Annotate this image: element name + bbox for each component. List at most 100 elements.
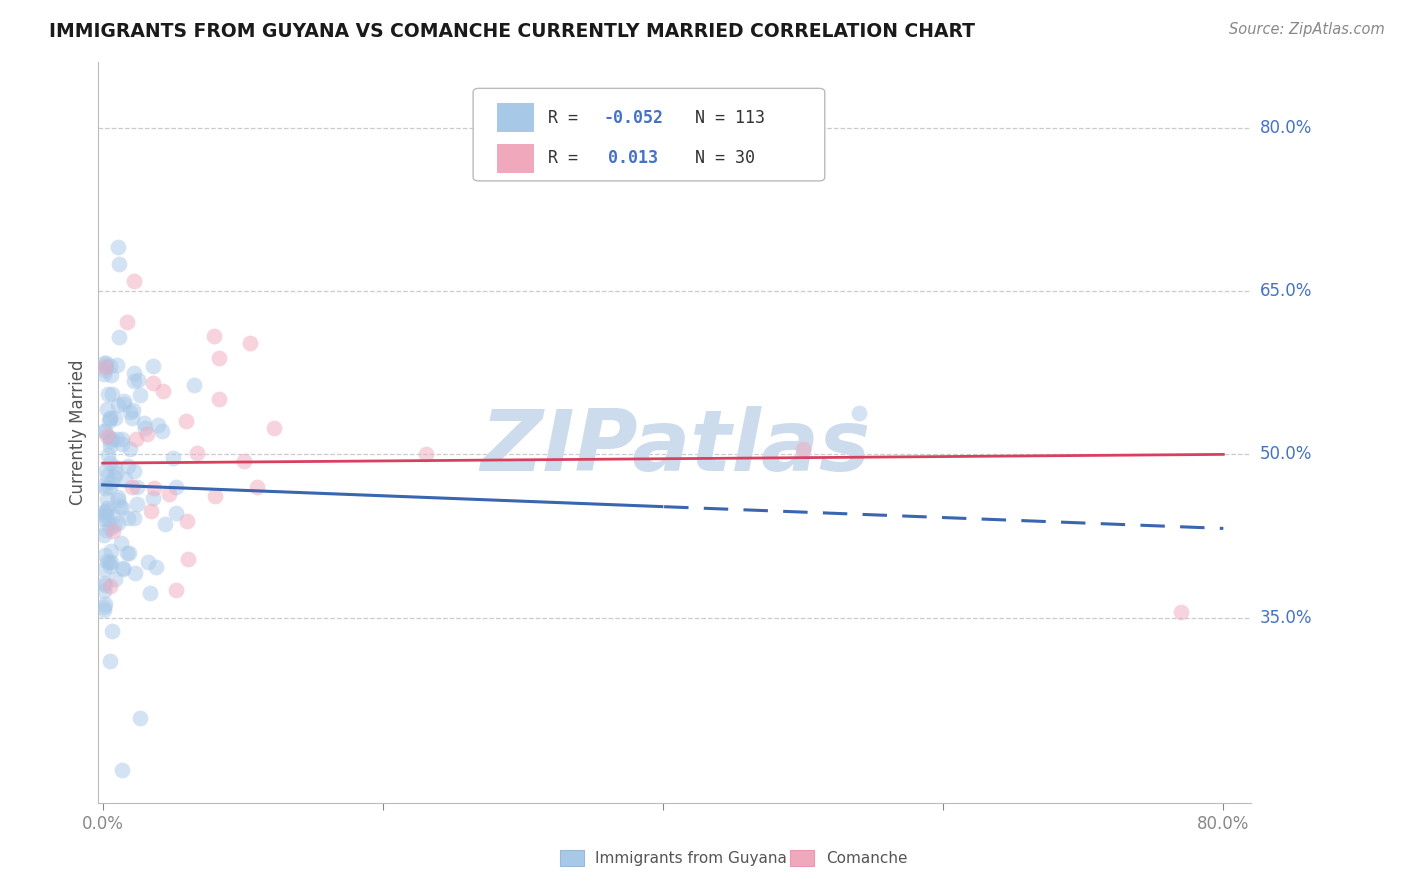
Point — [174, 413, 197, 427]
Point — [96, 523, 118, 537]
Point — [111, 432, 134, 446]
Point — [107, 492, 129, 507]
Point — [121, 402, 143, 417]
Point — [122, 274, 145, 288]
Point — [115, 546, 138, 560]
Point — [100, 543, 122, 558]
Point — [139, 586, 162, 600]
Point — [96, 512, 118, 526]
Point — [98, 434, 121, 449]
Point — [152, 384, 174, 398]
Text: N = 113: N = 113 — [675, 109, 765, 127]
Point — [94, 362, 117, 376]
Point — [93, 424, 115, 438]
Point — [792, 442, 814, 456]
Point — [142, 376, 165, 390]
Point — [127, 480, 149, 494]
Point — [415, 448, 437, 462]
Point — [96, 492, 118, 507]
Point — [122, 366, 145, 380]
Point — [94, 506, 117, 520]
Point — [93, 603, 115, 617]
Point — [98, 430, 121, 444]
Point — [110, 536, 132, 550]
Point — [105, 358, 128, 372]
Point — [96, 359, 118, 373]
Point — [103, 524, 125, 538]
Point — [101, 509, 124, 524]
Point — [118, 546, 141, 560]
Text: Comanche: Comanche — [825, 851, 907, 866]
Point — [127, 373, 149, 387]
Point — [98, 359, 121, 374]
Point — [1170, 605, 1192, 619]
Point — [112, 397, 135, 411]
Point — [93, 600, 115, 615]
Point — [98, 480, 121, 494]
Point — [97, 448, 120, 462]
Point — [98, 456, 121, 470]
Point — [107, 491, 129, 505]
Point — [108, 330, 131, 344]
Point — [100, 411, 122, 425]
Point — [97, 414, 120, 428]
Point — [129, 710, 152, 724]
Point — [100, 555, 122, 569]
Point — [120, 442, 142, 456]
Point — [105, 466, 128, 480]
Point — [239, 336, 262, 351]
Point — [93, 583, 115, 598]
Point — [208, 392, 231, 406]
Point — [176, 552, 198, 566]
Point — [94, 548, 117, 562]
Point — [134, 416, 156, 430]
Text: IMMIGRANTS FROM GUYANA VS COMANCHE CURRENTLY MARRIED CORRELATION CHART: IMMIGRANTS FROM GUYANA VS COMANCHE CURRE… — [49, 22, 976, 41]
Point — [128, 388, 150, 402]
Point — [103, 459, 125, 474]
Text: 0.013: 0.013 — [607, 150, 658, 168]
Text: R =: R = — [548, 150, 598, 168]
Point — [122, 374, 145, 388]
Point — [105, 432, 128, 446]
FancyBboxPatch shape — [498, 103, 534, 133]
Point — [100, 521, 122, 535]
Text: 50.0%: 50.0% — [1260, 445, 1312, 464]
Point — [93, 508, 115, 522]
Point — [94, 578, 117, 592]
Point — [96, 463, 118, 477]
Point — [114, 472, 136, 486]
Point — [104, 572, 127, 586]
FancyBboxPatch shape — [472, 88, 825, 181]
Text: 80.0%: 80.0% — [1260, 119, 1312, 136]
Point — [153, 516, 176, 531]
Point — [115, 315, 138, 329]
Point — [186, 445, 208, 459]
Point — [233, 454, 256, 468]
Point — [120, 405, 142, 419]
Point — [124, 566, 146, 580]
Point — [100, 475, 122, 489]
Point — [93, 512, 115, 526]
Point — [97, 555, 120, 569]
Point — [107, 516, 129, 530]
Point — [183, 377, 205, 392]
Y-axis label: Currently Married: Currently Married — [69, 359, 87, 506]
Point — [176, 514, 198, 528]
Point — [112, 562, 135, 576]
Point — [134, 421, 156, 435]
Text: Immigrants from Guyana: Immigrants from Guyana — [595, 851, 787, 866]
Point — [101, 624, 124, 638]
Point — [93, 505, 115, 519]
Point — [98, 439, 121, 453]
Point — [98, 579, 121, 593]
Point — [96, 469, 118, 483]
Point — [124, 432, 146, 446]
Point — [93, 576, 115, 591]
Point — [165, 582, 187, 597]
Point — [112, 393, 135, 408]
Point — [107, 398, 129, 412]
FancyBboxPatch shape — [790, 850, 814, 866]
Point — [165, 480, 187, 494]
Point — [93, 477, 115, 491]
Text: 35.0%: 35.0% — [1260, 608, 1312, 627]
